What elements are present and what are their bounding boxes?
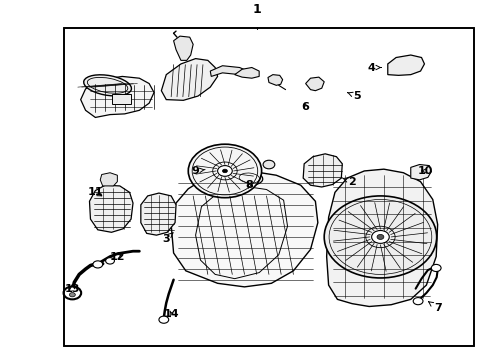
Circle shape xyxy=(376,234,383,239)
Circle shape xyxy=(430,264,440,271)
Text: 4: 4 xyxy=(367,63,380,72)
Polygon shape xyxy=(234,68,259,78)
Polygon shape xyxy=(305,77,324,91)
Polygon shape xyxy=(210,66,249,76)
Polygon shape xyxy=(161,59,217,100)
Text: 14: 14 xyxy=(163,309,179,319)
Polygon shape xyxy=(303,154,342,187)
Text: 8: 8 xyxy=(245,180,253,190)
Text: 3: 3 xyxy=(162,233,173,244)
Circle shape xyxy=(263,160,274,169)
Circle shape xyxy=(324,196,436,278)
Ellipse shape xyxy=(236,171,262,185)
Bar xyxy=(63,28,473,346)
Text: 9: 9 xyxy=(191,166,204,176)
Text: 13: 13 xyxy=(64,284,80,294)
Text: 11: 11 xyxy=(87,187,103,197)
Circle shape xyxy=(105,258,114,264)
Text: 10: 10 xyxy=(417,166,432,176)
Polygon shape xyxy=(100,173,117,186)
Bar xyxy=(112,94,131,104)
Ellipse shape xyxy=(83,75,131,96)
Text: 5: 5 xyxy=(347,91,360,101)
Text: 7: 7 xyxy=(427,302,441,313)
Polygon shape xyxy=(326,169,437,306)
Circle shape xyxy=(69,293,75,297)
Circle shape xyxy=(217,166,232,176)
Polygon shape xyxy=(141,193,176,235)
Circle shape xyxy=(371,230,388,243)
Circle shape xyxy=(412,298,422,305)
Circle shape xyxy=(188,144,261,198)
Polygon shape xyxy=(387,55,424,75)
Polygon shape xyxy=(173,36,193,60)
Circle shape xyxy=(159,316,168,323)
Polygon shape xyxy=(267,75,282,85)
Circle shape xyxy=(222,169,227,173)
Polygon shape xyxy=(81,76,154,117)
Bar xyxy=(63,28,473,346)
Text: 12: 12 xyxy=(109,252,125,262)
Polygon shape xyxy=(410,165,430,180)
Circle shape xyxy=(63,287,81,300)
Circle shape xyxy=(93,261,102,268)
Text: 6: 6 xyxy=(301,102,309,112)
Text: 2: 2 xyxy=(342,177,355,186)
Polygon shape xyxy=(171,171,317,287)
Text: 1: 1 xyxy=(252,3,261,16)
Polygon shape xyxy=(89,185,133,232)
